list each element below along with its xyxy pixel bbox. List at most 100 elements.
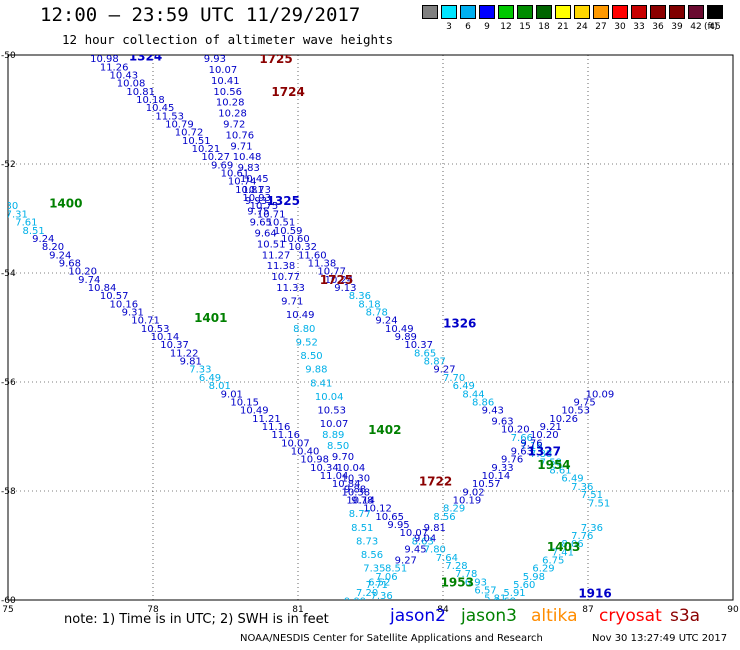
- wave-height-value: 9.31: [122, 308, 144, 319]
- wave-height-value: 10.57: [472, 479, 501, 490]
- wave-height-value: 8.63: [412, 536, 434, 547]
- wave-height-value: 7.71: [366, 580, 388, 591]
- legend-label: 39: [671, 22, 683, 32]
- legend-unit: (ft): [704, 22, 718, 32]
- legend-label: 33: [633, 22, 645, 32]
- wave-height-value: 8.80: [293, 324, 315, 335]
- legend-label: 36: [652, 22, 664, 32]
- page-title: 12:00 – 23:59 UTC 11/29/2017: [40, 4, 361, 26]
- wave-height-value: 10.56: [213, 87, 242, 98]
- wave-height-value: 10.07: [209, 65, 238, 76]
- wave-height-value: 10.77: [271, 272, 300, 283]
- wave-height-value: 8.77: [349, 509, 371, 520]
- wave-height-value: 9.21: [540, 422, 562, 433]
- wave-height-value: 10.45: [146, 103, 175, 114]
- wave-height-value: 6.52: [368, 577, 390, 588]
- wave-height-value: 7.61: [15, 218, 37, 229]
- wave-height-value: 10.26: [549, 414, 578, 425]
- wave-height-value: 9.27: [433, 365, 455, 376]
- lon-tick-label: 90: [727, 605, 739, 615]
- wave-height-value: 9.01: [221, 389, 243, 400]
- wave-height-value: 10.32: [288, 242, 317, 253]
- legend-swatch: [422, 5, 438, 19]
- wave-height-value: 7.06: [375, 572, 397, 583]
- legend-label: 3: [446, 22, 452, 32]
- wave-height-value: 10.74: [228, 177, 257, 188]
- wave-height-value: 9.68: [59, 258, 81, 269]
- wave-height-value: 10.84: [332, 479, 361, 490]
- lat-tick-label: -60: [1, 596, 16, 606]
- wave-height-value: 10.37: [160, 340, 189, 351]
- wave-height-value: 9.65: [250, 218, 272, 229]
- pass-label: 1722: [419, 475, 452, 489]
- legend-swatch: [498, 5, 514, 19]
- wave-height-value: 8.87: [424, 357, 446, 368]
- wave-height-value: 6.57: [474, 585, 496, 596]
- wave-height-value: 7.20: [356, 588, 378, 599]
- wave-height-value: 8.56: [433, 512, 455, 523]
- wave-height-value: 7.66: [511, 433, 533, 444]
- wave-height-value: 8.41: [310, 378, 332, 389]
- wave-height-value: 9.27: [395, 555, 417, 566]
- wave-height-value: 6.49: [561, 474, 583, 485]
- wave-height-value: 9.24: [375, 316, 397, 327]
- wave-height-value: 8.51: [351, 523, 373, 534]
- legend-swatch: [688, 5, 704, 19]
- pass-label: 1400: [49, 197, 82, 211]
- sat-s3a: s3a: [670, 606, 701, 626]
- wave-height-value: 9.24: [49, 250, 71, 261]
- wave-height-value: 10.51: [267, 218, 296, 229]
- wave-height-value: 8.36: [349, 291, 371, 302]
- wave-height-value: 9.75: [574, 397, 596, 408]
- wave-height-value: 10.61: [221, 169, 250, 180]
- wave-height-value: 7.35: [363, 564, 385, 575]
- wave-height-value: 10.71: [257, 209, 286, 220]
- wave-height-value: 10.07: [281, 438, 310, 449]
- wave-height-value: 7.41: [552, 547, 574, 558]
- wave-height-value: 10.53: [317, 406, 346, 417]
- wave-height-value: 7.36: [581, 523, 603, 534]
- generated-timestamp: Nov 30 13:27:49 UTC 2017: [592, 633, 728, 644]
- legend-swatch: [612, 5, 628, 19]
- wave-height-value: 10.76: [226, 130, 255, 141]
- wave-height-value: 11.04: [320, 471, 349, 482]
- wave-height-value: 10.57: [100, 291, 129, 302]
- wave-height-value: 11.60: [298, 250, 327, 261]
- wave-height-value: 7.64: [436, 553, 458, 564]
- wave-height-value: 9.93: [204, 54, 226, 65]
- legend-label: 18: [538, 22, 550, 32]
- wave-height-value: 9.75: [247, 207, 269, 218]
- wave-height-value: 10.75: [250, 201, 279, 212]
- wave-height-value: 9.93: [245, 196, 267, 207]
- wave-height-value: 10.53: [141, 324, 170, 335]
- wave-height-value: 9.52: [296, 337, 318, 348]
- wave-height-value: 9.83: [238, 163, 260, 174]
- wave-height-value: 8.50: [300, 351, 322, 362]
- sat-cryosat: cryosat: [599, 606, 662, 626]
- wave-height-value: 10.28: [218, 109, 247, 120]
- wave-height-value: 10.04: [337, 463, 366, 474]
- wave-height-value: 5.91: [503, 588, 525, 599]
- wave-height-value: 8.44: [462, 389, 484, 400]
- wave-height-value: 9.64: [255, 228, 277, 239]
- wave-height-value: 10.59: [274, 226, 303, 237]
- wave-height-value: 9.76: [501, 455, 523, 466]
- wave-height-value: 10.14: [346, 496, 375, 507]
- pass-label: 1952: [337, 614, 370, 628]
- wave-height-value: 9.70: [332, 452, 354, 463]
- pass-label: 1953: [441, 575, 474, 589]
- wave-height-value: 7.70: [443, 373, 465, 384]
- wave-height-value: 9.04: [414, 534, 436, 545]
- legend-swatch: [479, 5, 495, 19]
- wave-height-value: 9.63: [491, 417, 513, 428]
- wave-height-value: 7.31: [6, 209, 28, 220]
- wave-height-value: 9.78: [351, 496, 373, 507]
- wave-height-value: 8.56: [361, 550, 383, 561]
- wave-height-value: 9.89: [395, 332, 417, 343]
- pass-label: 1916: [578, 586, 611, 600]
- wave-height-value: 11.26: [100, 62, 129, 73]
- wave-height-value: 10.49: [240, 406, 269, 417]
- lat-tick-label: -54: [1, 269, 16, 279]
- track-layer: 10.9811.2610.4310.0810.8110.1810.4511.53…: [6, 54, 614, 628]
